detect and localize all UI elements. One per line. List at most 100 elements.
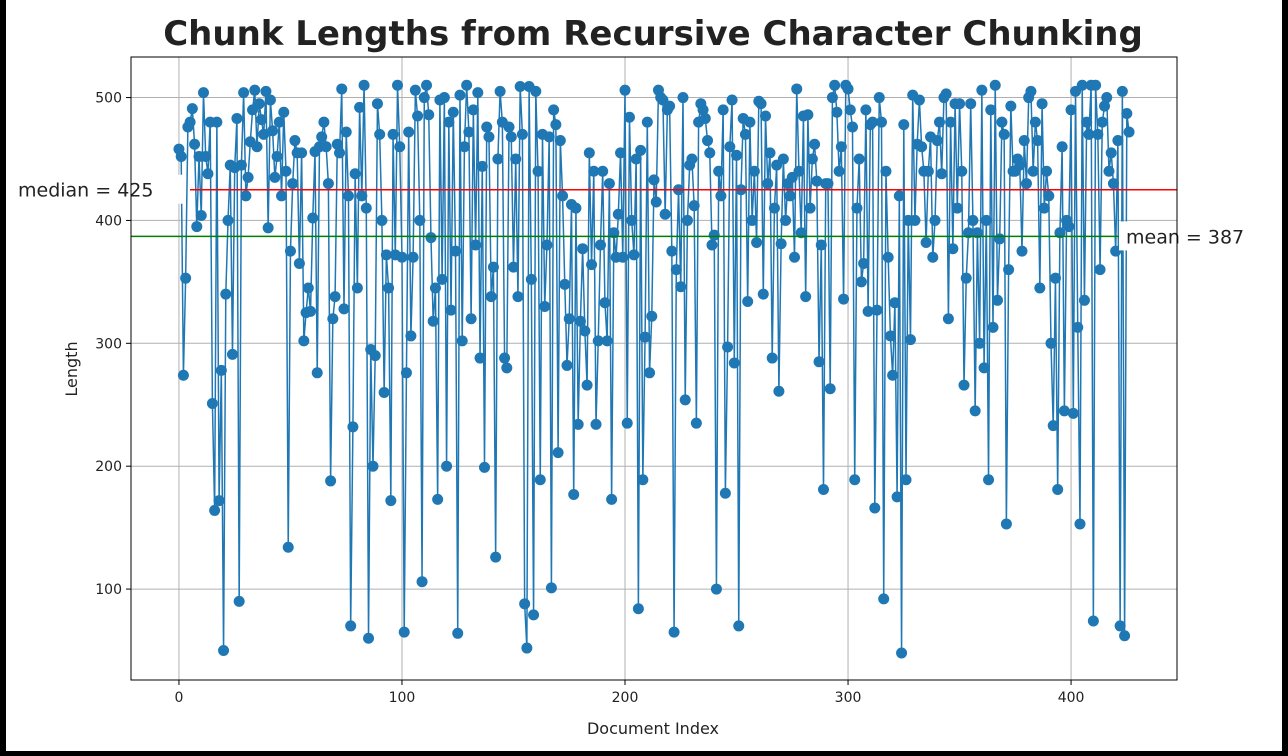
data-point [264,94,276,106]
data-point [394,141,406,153]
data-point [195,210,207,222]
data-point [218,645,230,657]
data-point [896,647,908,659]
data-point [1103,165,1115,177]
data-point [887,369,899,381]
data-point [791,83,803,95]
data-point [253,98,265,110]
data-point [180,272,192,284]
data-point [795,227,807,239]
data-point [483,131,495,143]
data-point [1029,116,1041,128]
data-point [858,257,870,269]
x-tick-label: 100 [389,690,416,706]
data-point [293,257,305,269]
data-point [690,417,702,429]
data-point [318,116,330,128]
data-point [282,541,294,553]
data-point [846,121,858,133]
data-point [528,609,540,621]
data-point [1003,264,1015,276]
data-point [476,160,488,172]
data-point [1067,407,1079,419]
y-tick-label: 200 [95,459,122,475]
x-tick-label: 400 [1058,690,1085,706]
data-point [543,131,555,143]
data-point [659,208,671,220]
data-point [235,159,247,171]
data-point [530,85,542,97]
data-point [748,165,760,177]
data-point [648,174,660,186]
data-point [478,461,490,473]
data-point [623,111,635,123]
data-point [965,98,977,110]
data-point [806,153,818,165]
data-point [1087,615,1099,627]
data-point [548,104,560,116]
data-point [933,116,945,128]
data-point [1090,79,1102,91]
data-point [525,273,537,285]
data-point [452,627,464,639]
data-point [215,364,227,376]
data-point [590,418,602,430]
data-point [398,626,410,638]
data-point [358,79,370,91]
data-point [677,92,689,104]
data-point [1065,104,1077,116]
data-point [697,104,709,116]
data-point [583,147,595,159]
data-point [641,116,653,128]
data-point [1123,126,1135,138]
data-point [561,359,573,371]
data-point [956,165,968,177]
data-point [1018,135,1030,147]
data-point [557,190,569,202]
data-point [472,87,484,99]
data-point [637,474,649,486]
data-point [715,190,727,202]
data-point [762,178,774,190]
data-point [751,237,763,249]
data-point [818,484,830,496]
data-point [396,251,408,263]
data-point [844,104,856,116]
data-point [1054,227,1066,239]
data-point [416,576,428,588]
data-point [686,153,698,165]
mean-label-box [1119,221,1269,251]
data-point [1025,85,1037,97]
data-point [851,202,863,214]
chart-title: Chunk Lengths from Recursive Character C… [163,14,1143,54]
data-point [893,190,905,202]
data-point [650,196,662,208]
data-point [974,337,986,349]
data-point [579,325,591,337]
data-point [1063,221,1075,233]
data-point [969,405,981,417]
data-point [1049,272,1061,284]
data-point [276,190,288,202]
data-point [612,208,624,220]
data-point [572,418,584,430]
data-point [1076,79,1088,91]
data-point [367,460,379,472]
data-point [1110,245,1122,257]
data-point [1032,135,1044,147]
data-point [920,237,932,249]
data-point [197,87,209,99]
data-point [338,303,350,315]
data-point [539,300,551,312]
data-point [800,291,812,303]
data-point [487,261,499,273]
data-point [739,128,751,140]
data-point [510,153,522,165]
data-point [345,620,357,632]
data-point [371,98,383,110]
data-point [891,491,903,503]
data-point [742,296,754,308]
data-point [702,135,714,147]
data-point [421,79,433,91]
data-point [853,153,865,165]
